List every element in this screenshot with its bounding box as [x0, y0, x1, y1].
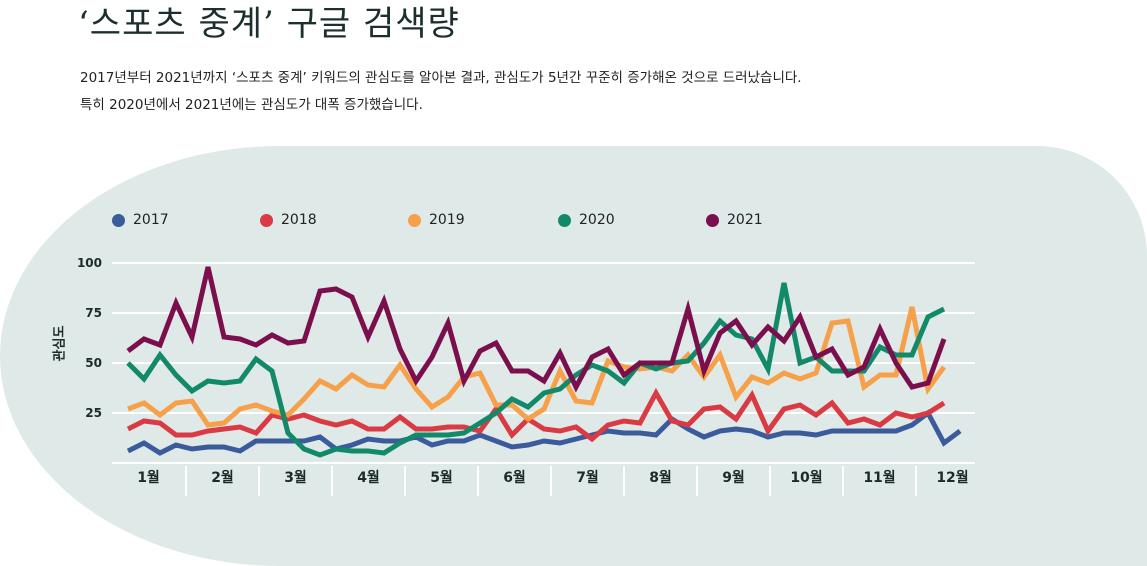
legend-swatch	[260, 213, 273, 227]
legend-item-2021: 2021	[706, 212, 763, 228]
legend-swatch	[408, 213, 421, 227]
x-tick-label: 6월	[477, 466, 550, 496]
x-tick-label: 5월	[404, 466, 477, 496]
page-title: ‘스포츠 중계’ 구글 검색량	[78, 4, 460, 44]
legend-label: 2021	[727, 212, 763, 228]
line-chart	[112, 262, 975, 464]
series-line-2020	[126, 282, 946, 458]
chart-background	[0, 146, 1147, 566]
y-tick-label: 50	[85, 356, 102, 370]
series-line-2017	[126, 409, 962, 456]
x-axis-months: 1월 2월 3월 4월 5월 6월 7월 8월 9월 10월 11월 12월	[112, 466, 988, 496]
legend-label: 2020	[579, 212, 615, 228]
x-tick-label: 4월	[331, 466, 404, 496]
x-tick-label: 11월	[842, 466, 915, 496]
legend-item-2019: 2019	[408, 212, 465, 228]
legend-item-2017: 2017	[112, 212, 169, 228]
legend-swatch	[112, 213, 125, 227]
legend-label: 2017	[133, 212, 169, 228]
legend-swatch	[706, 213, 719, 227]
y-tick-label: 75	[85, 306, 102, 320]
x-tick-label: 1월	[137, 470, 160, 486]
x-tick-label: 2월	[185, 466, 258, 496]
legend-label: 2019	[429, 212, 465, 228]
legend-label: 2018	[281, 212, 317, 228]
legend-item-2020: 2020	[558, 212, 615, 228]
x-tick-label: 3월	[258, 466, 331, 496]
x-tick-label: 12월	[915, 466, 988, 496]
series-line-2021	[126, 266, 947, 393]
x-tick-label: 9월	[696, 466, 769, 496]
series-line-2018	[126, 387, 946, 443]
y-tick-label: 100	[76, 256, 102, 270]
y-tick-label: 25	[85, 406, 102, 420]
x-tick-label: 8월	[623, 466, 696, 496]
series-line-2019	[127, 306, 947, 428]
legend-item-2018: 2018	[260, 212, 317, 228]
legend-swatch	[558, 213, 571, 227]
x-tick-label: 10월	[769, 466, 842, 496]
subtitle-line-2: 특히 2020년에서 2021년에는 관심도가 대폭 증가했습니다.	[80, 97, 423, 113]
subtitle-line-1: 2017년부터 2021년까지 ‘스포츠 중계’ 키워드의 관심도를 알아본 결…	[80, 70, 802, 86]
x-tick-label: 7월	[550, 466, 623, 496]
